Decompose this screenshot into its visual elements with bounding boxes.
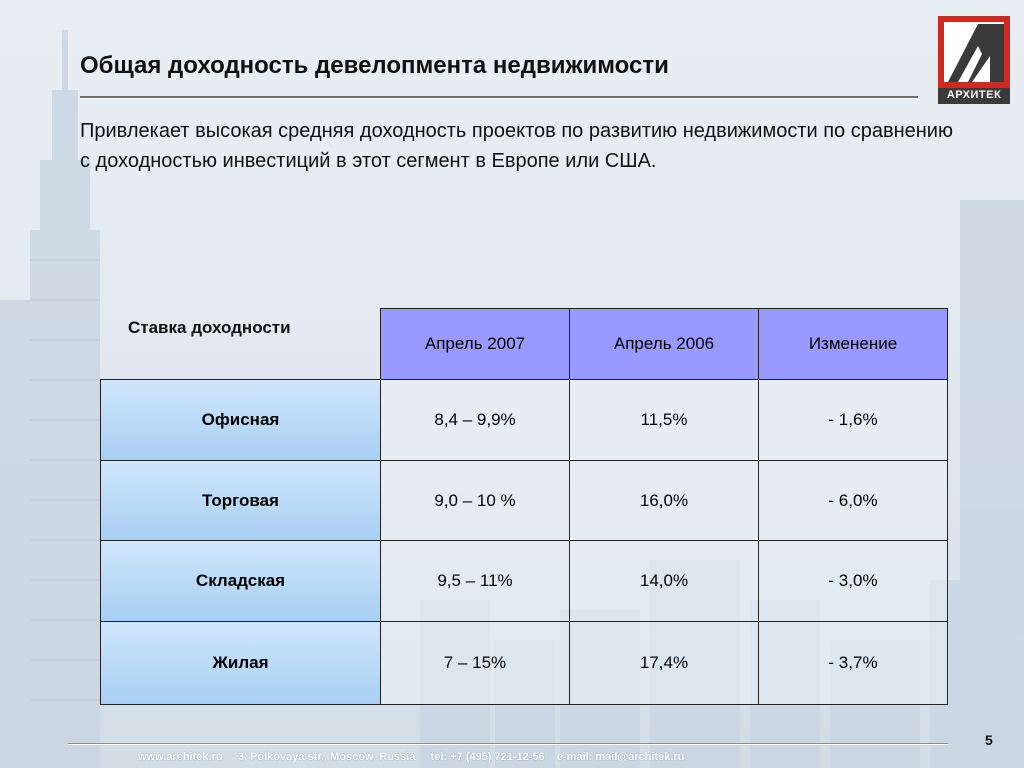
footer-contact-info: www.architek.ru 3, Polkovaya str., Mosco…	[138, 751, 685, 763]
table-cell: 17,4%	[569, 621, 759, 705]
column-header-change: Изменение	[758, 308, 948, 380]
column-header-april-2007: Апрель 2007	[380, 308, 570, 380]
table-cell: 16,0%	[569, 460, 759, 541]
page-number: 5	[985, 732, 993, 748]
table-cell: 9,5 – 11%	[380, 540, 570, 622]
table-corner-label: Ставка доходности	[128, 318, 291, 337]
table-cell: 11,5%	[569, 379, 759, 461]
table-cell: - 6,0%	[758, 460, 948, 541]
logo-wordmark: АРХИТЕК	[938, 88, 1010, 103]
page-title: Общая доходность девелопмента недвижимос…	[80, 52, 669, 79]
footer-divider	[68, 743, 948, 745]
title-divider	[80, 96, 918, 99]
table-cell: - 3,7%	[758, 621, 948, 705]
row-header-retail: Торговая	[100, 460, 381, 541]
row-header-office: Офисная	[100, 379, 381, 461]
row-header-residential: Жилая	[100, 621, 381, 705]
column-header-april-2006: Апрель 2006	[569, 308, 759, 380]
table-cell: 8,4 – 9,9%	[380, 379, 570, 461]
table-cell: - 3,0%	[758, 540, 948, 622]
table-cell: 9,0 – 10 %	[380, 460, 570, 541]
intro-paragraph: Привлекает высокая средняя доходность пр…	[80, 120, 953, 172]
table-cell: - 1,6%	[758, 379, 948, 461]
architek-logo-icon	[938, 16, 1010, 104]
table-cell: 7 – 15%	[380, 621, 570, 705]
row-header-warehouse: Складская	[100, 540, 381, 622]
table-cell: 14,0%	[569, 540, 759, 622]
